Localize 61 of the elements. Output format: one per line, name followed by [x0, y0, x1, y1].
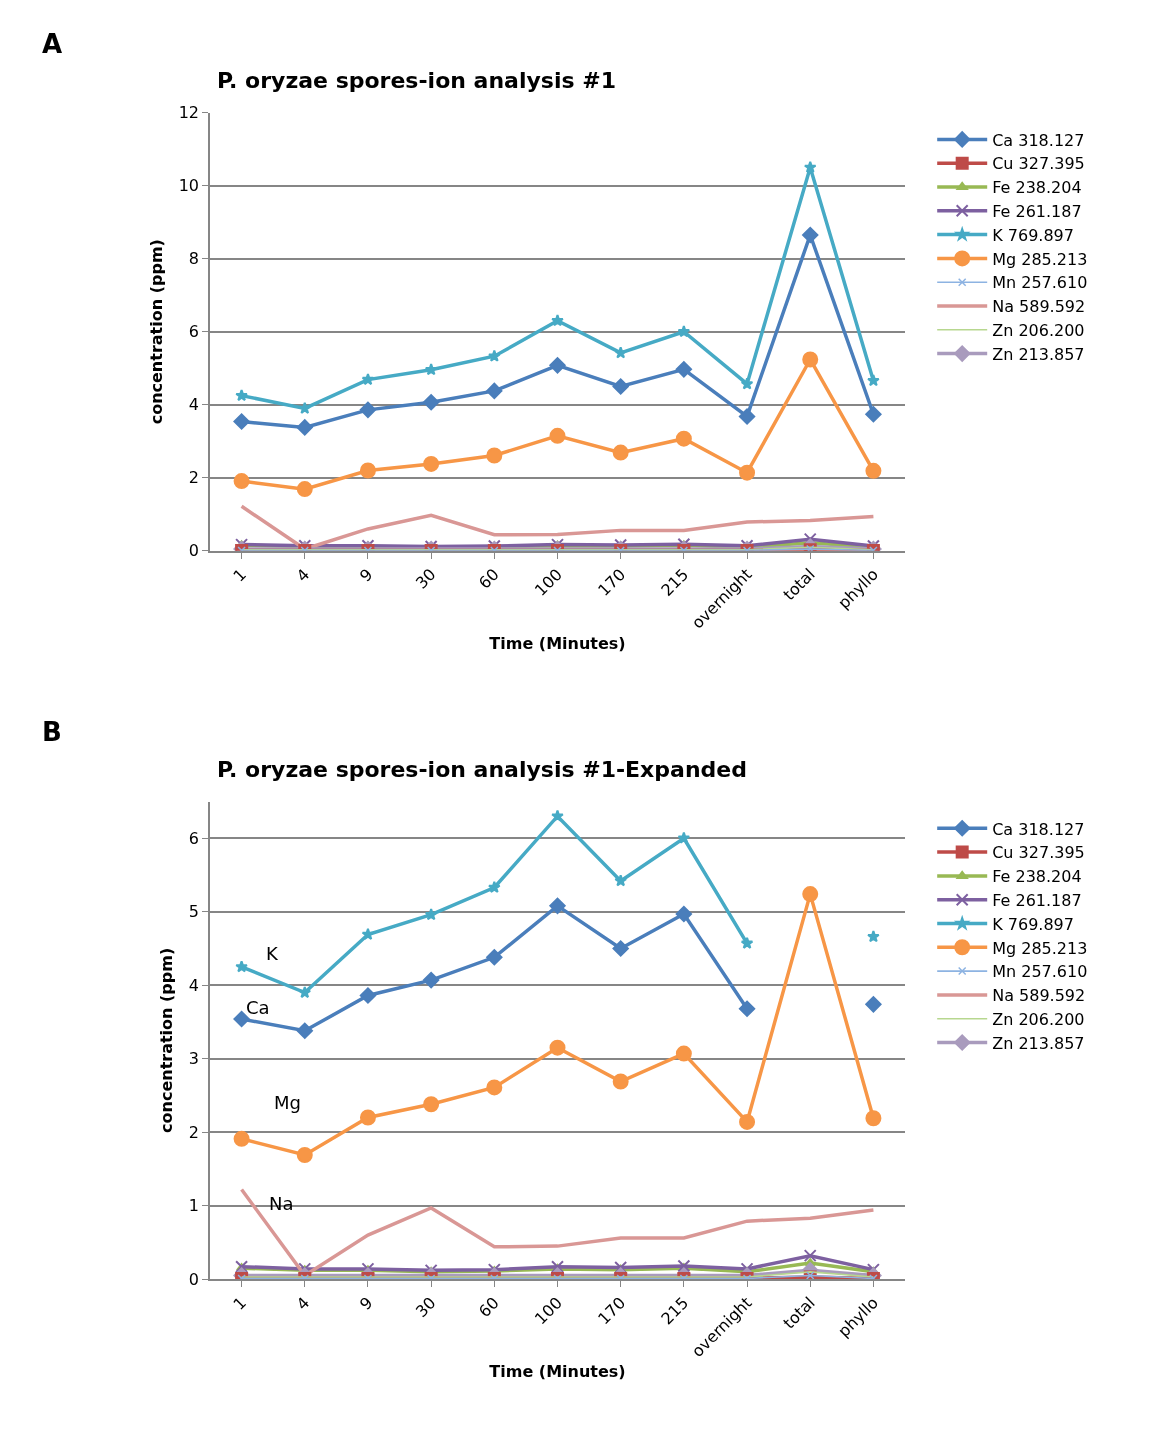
y-tick-label: 4	[188, 395, 200, 415]
legend-label: Na 589.592	[992, 986, 1086, 1006]
x-tick-label: 215	[657, 564, 693, 600]
y-tick-label: 3	[188, 1049, 200, 1069]
y-tick-label: 4	[188, 975, 200, 995]
x-tick-label: 1	[229, 564, 251, 586]
y-tick-label: 12	[178, 103, 200, 123]
annotation: K	[266, 943, 279, 964]
y-tick-label: 2	[188, 1122, 200, 1142]
y-tick-label: 10	[178, 176, 200, 196]
legend-label: Mg 285.213	[992, 249, 1088, 269]
x-tick-label: 60	[474, 1293, 503, 1322]
chart-title: P. oryzae spores-ion analysis #1	[217, 68, 616, 93]
text: A	[42, 29, 63, 59]
y-tick-label: 0	[188, 541, 200, 561]
legend-label: Ca 318.127	[992, 130, 1085, 150]
y-tick-label: 8	[188, 249, 200, 269]
y-axis-title: concentration (ppm)	[157, 947, 177, 1133]
annotation: Na	[269, 1193, 294, 1214]
x-tick-label: 9	[355, 564, 377, 586]
x-tick-label: 100	[530, 1293, 566, 1329]
y-tick-label: 6	[188, 322, 200, 342]
legend-label: K 769.897	[992, 914, 1074, 934]
x-tick-label: 1	[229, 1293, 251, 1314]
x-tick-label: 60	[474, 564, 503, 593]
x-tick-label: 30	[411, 1293, 440, 1322]
legend-label: Zn 206.200	[992, 1009, 1085, 1029]
legend-label: K 769.897	[992, 225, 1074, 245]
legend-label: Zn 206.200	[992, 321, 1085, 341]
legend-label: Ca 318.127	[992, 819, 1085, 839]
legend-label: Na 589.592	[992, 297, 1086, 317]
y-tick-label: 5	[188, 902, 200, 922]
legend-label: Mg 285.213	[992, 938, 1088, 958]
x-tick-label: 170	[594, 1293, 630, 1329]
legend-label: Zn 213.857	[992, 344, 1085, 364]
x-tick-label: 30	[411, 564, 440, 593]
annotation: Ca	[246, 997, 270, 1018]
x-tick-label: 4	[292, 564, 314, 586]
legend-label: Fe 261.187	[992, 890, 1082, 910]
x-axis-title: Time (Minutes)	[489, 633, 626, 653]
x-axis-title: Time (Minutes)	[489, 1361, 626, 1381]
text: B	[42, 717, 62, 747]
x-tick-label: 9	[355, 1293, 377, 1314]
chart-title: P. oryzae spores-ion analysis #1-Expanded	[217, 757, 747, 782]
legend-label: Zn 213.857	[992, 1033, 1085, 1053]
y-tick-label: 1	[188, 1196, 200, 1216]
legend-label: Mn 257.610	[992, 273, 1088, 293]
legend-label: Cu 327.395	[992, 843, 1085, 863]
annotation: Mg	[274, 1092, 301, 1113]
x-tick-label: 4	[292, 1293, 314, 1314]
x-tick-label: 100	[530, 564, 566, 600]
y-axis-title: concentration (ppm)	[147, 239, 167, 425]
legend-label: Cu 327.395	[992, 154, 1085, 174]
y-tick-label: 0	[188, 1269, 200, 1289]
legend-label: Fe 261.187	[992, 202, 1082, 222]
legend-label: Mn 257.610	[992, 962, 1088, 982]
x-tick-label: 170	[594, 564, 630, 600]
legend-label: Fe 238.204	[992, 867, 1082, 887]
legend-label: Fe 238.204	[992, 178, 1082, 198]
y-tick-label: 2	[188, 468, 200, 488]
y-tick-label: 6	[188, 828, 200, 848]
